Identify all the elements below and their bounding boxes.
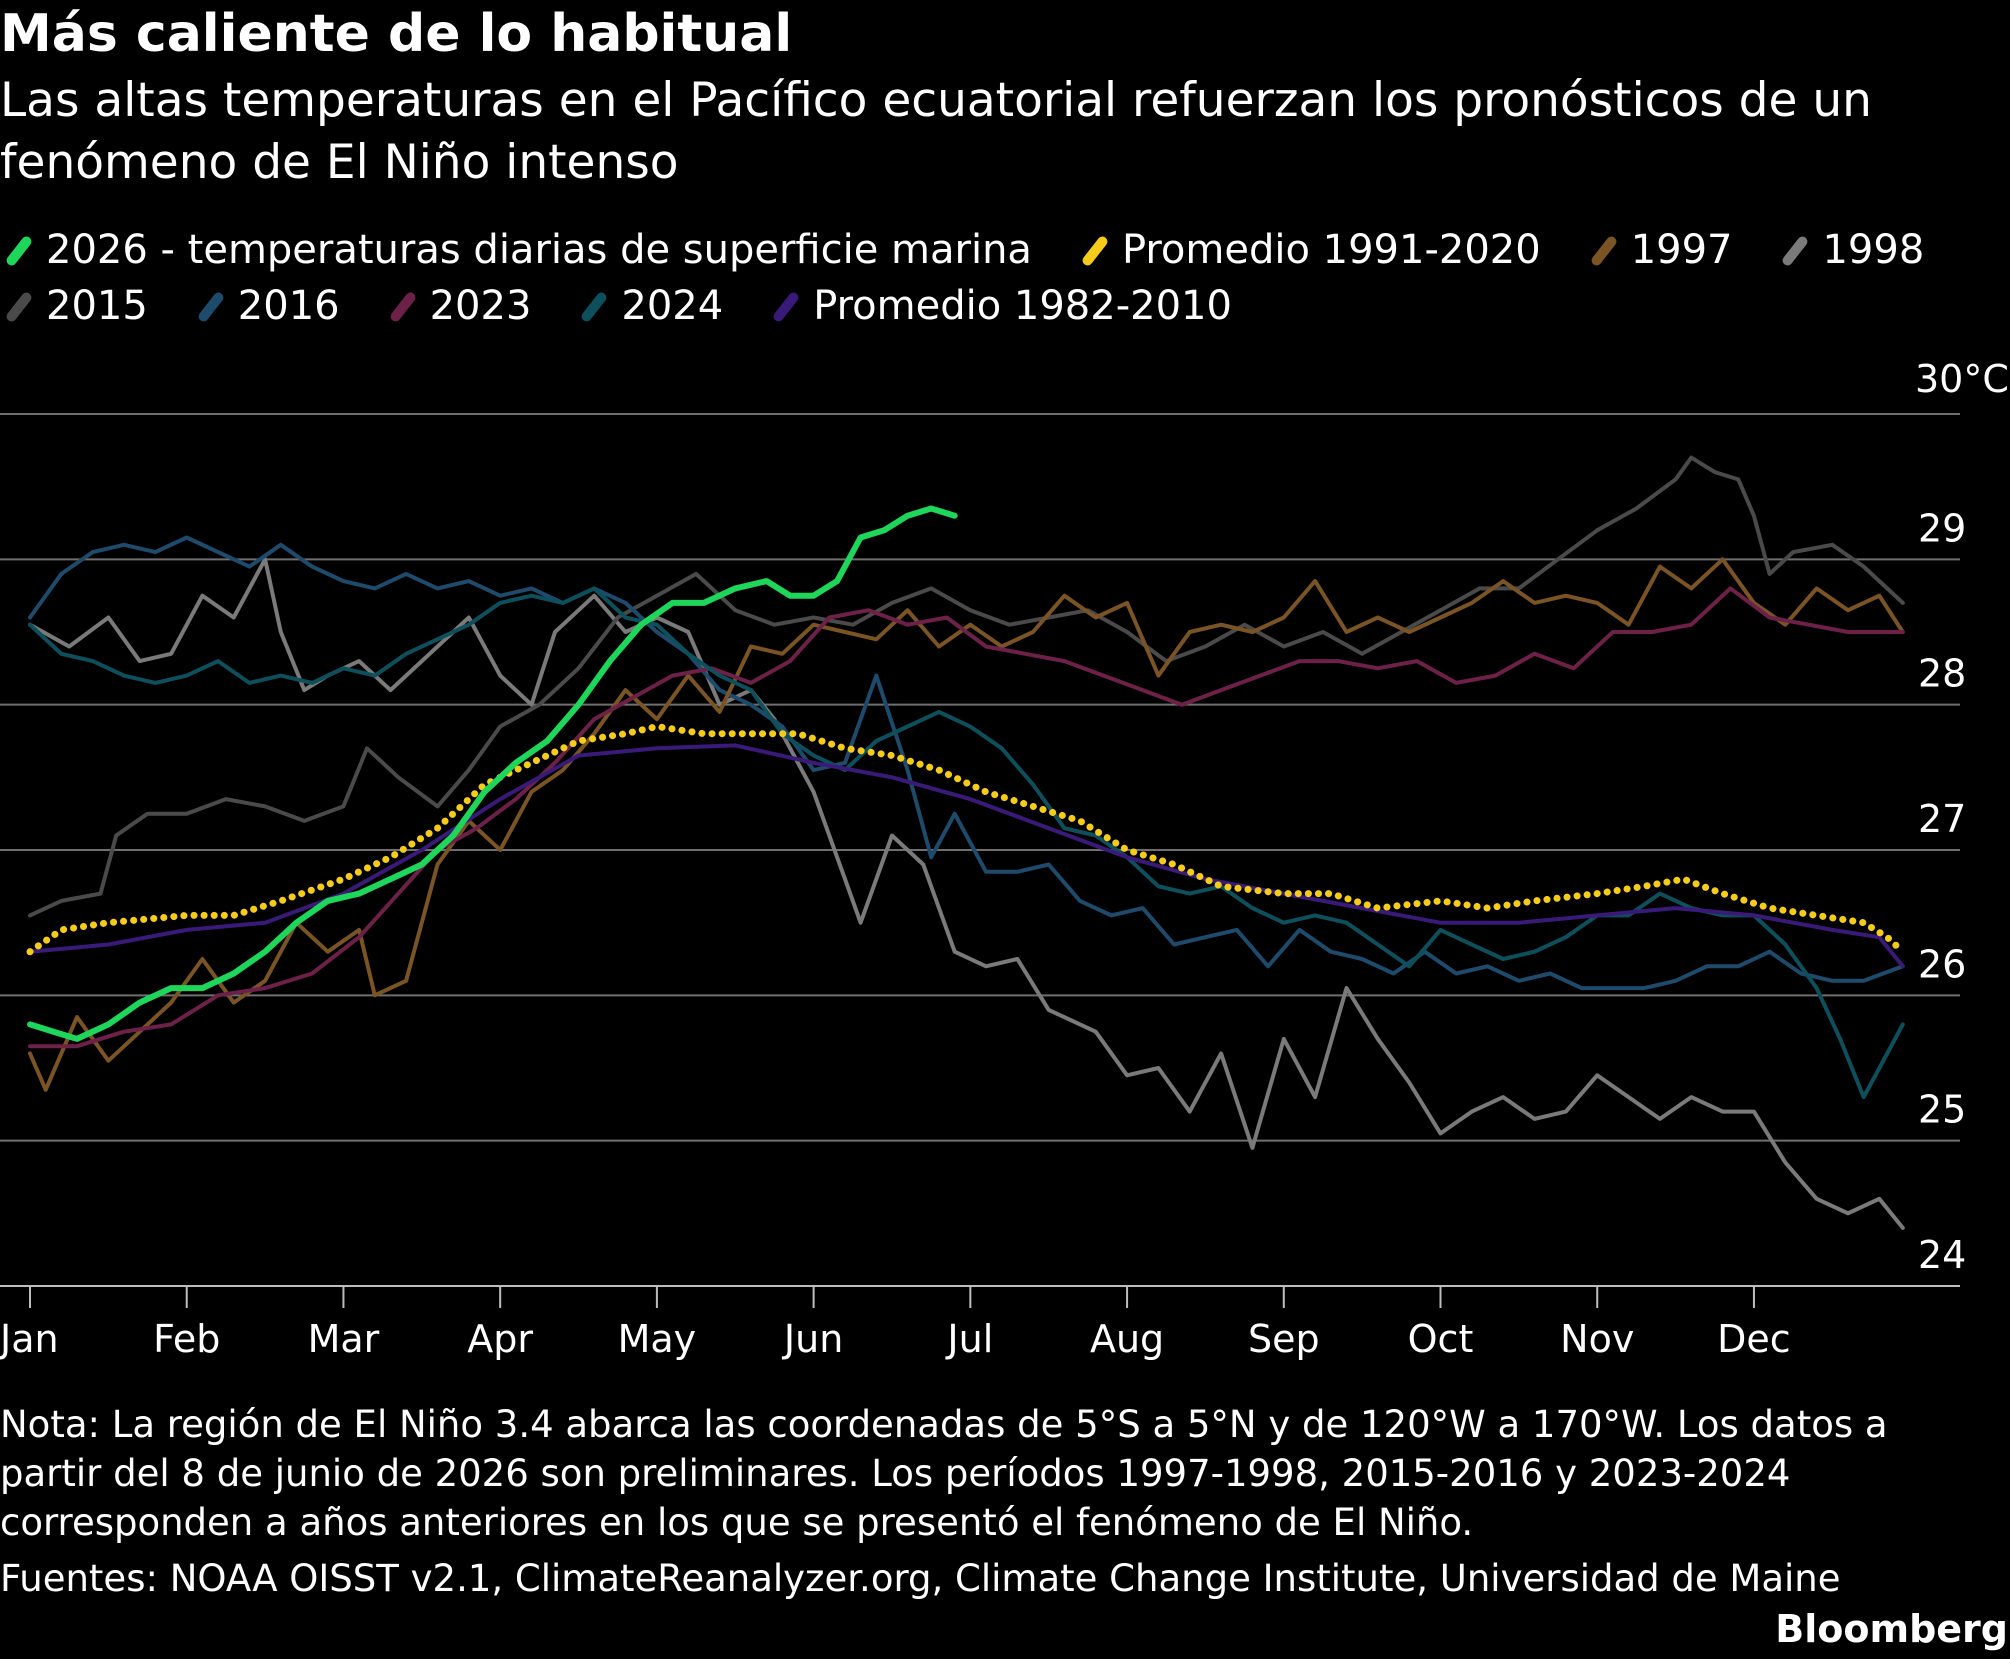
legend-label: 2026 - temperaturas diarias de superfici… xyxy=(46,227,1032,273)
chart-subtitle: Las altas temperaturas en el Pacífico ec… xyxy=(0,73,1872,190)
sources-line: Fuentes: NOAA OISST v2.1, ClimateReanaly… xyxy=(0,1557,1841,1600)
y-tick-label: 29 xyxy=(1918,506,1966,550)
legend-item: Promedio 1982-2010 xyxy=(767,278,1232,334)
legend-label: 1997 xyxy=(1630,227,1733,273)
legend-label: 2016 xyxy=(237,283,340,329)
chart-title: Más caliente de lo habitual xyxy=(0,4,793,64)
legend-swatch xyxy=(1589,234,1619,268)
x-tick-label: Jul xyxy=(945,1317,993,1360)
footnote: Nota: La región de El Niño 3.4 abarca la… xyxy=(0,1403,1888,1544)
legend-swatch xyxy=(4,290,34,324)
legend-swatch xyxy=(196,290,226,324)
x-tick-label: Nov xyxy=(1560,1317,1634,1360)
y-tick-label: 28 xyxy=(1918,652,1966,696)
x-tick-label: May xyxy=(618,1317,697,1360)
bloomberg-logo: Bloomberg xyxy=(1775,1607,2008,1651)
x-tick-label: Oct xyxy=(1408,1317,1474,1360)
y-tick-label: 30°C xyxy=(1915,357,2009,401)
legend-item: 2023 xyxy=(384,278,532,334)
y-axis-ticks: 30°C 29 28 27 26 25 24 xyxy=(1915,357,2009,1277)
y-tick-label: 27 xyxy=(1918,797,1966,841)
legend-swatch xyxy=(579,290,609,324)
legend-swatch xyxy=(1080,234,1110,268)
legend-label: Promedio 1991-2020 xyxy=(1121,227,1541,273)
legend-item: Promedio 1991-2020 xyxy=(1076,222,1541,278)
y-tick-label: 24 xyxy=(1918,1233,1966,1277)
series-line-2023 xyxy=(28,586,1905,1049)
legend-item: 1998 xyxy=(1776,222,1924,278)
legend-item: 2016 xyxy=(192,278,340,334)
x-axis: Jan Feb Mar Apr May Jun Jul Aug Sep Oct Nov Dec xyxy=(0,1285,1960,1360)
x-tick-label: Jun xyxy=(782,1317,843,1360)
legend-label: 2023 xyxy=(429,283,532,329)
legend-label: 1998 xyxy=(1822,227,1925,273)
y-tick-label: 26 xyxy=(1918,942,1966,986)
x-tick-label: Aug xyxy=(1090,1317,1164,1360)
series-line-1997 xyxy=(28,557,1905,1092)
x-tick-label: Sep xyxy=(1248,1317,1320,1360)
legend-swatch xyxy=(4,234,34,268)
legend-swatch xyxy=(771,290,801,324)
series-line-promedio-1982-2010 xyxy=(28,743,1905,969)
legend-label: Promedio 1982-2010 xyxy=(813,283,1232,329)
legend-label: 2024 xyxy=(621,283,724,329)
series-line-promedio-1991-2020 xyxy=(26,723,1907,956)
x-tick-label: Dec xyxy=(1717,1317,1791,1360)
series-line-2024 xyxy=(28,586,1905,1100)
x-tick-label: Apr xyxy=(467,1317,533,1360)
legend-swatch xyxy=(388,290,418,324)
x-tick-label: Jan xyxy=(0,1317,59,1360)
legend-item: 1997 xyxy=(1585,222,1733,278)
series-line-2026-temperaturas-diarias-de-superficie-marina xyxy=(27,505,958,1042)
legend-label: 2015 xyxy=(46,283,148,329)
legend: 2026 - temperaturas diarias de superfici… xyxy=(0,222,2000,334)
legend-item: 2015 xyxy=(0,278,148,334)
x-tick-label: Feb xyxy=(153,1317,220,1360)
series-line-2015 xyxy=(28,455,1905,918)
series-line-2016 xyxy=(28,535,1905,991)
chart-area: 30°C 29 28 27 26 25 24 Jan Feb Mar Apr May Jun Jul Au… xyxy=(0,357,2009,1360)
legend-item: 2024 xyxy=(575,278,723,334)
x-tick-label: Mar xyxy=(308,1317,380,1360)
legend-swatch xyxy=(1781,234,1810,268)
y-tick-label: 25 xyxy=(1918,1088,1966,1132)
gridlines xyxy=(0,413,1960,1142)
series-lines xyxy=(26,455,1907,1230)
legend-item: 2026 - temperaturas diarias de superfici… xyxy=(0,222,1032,278)
